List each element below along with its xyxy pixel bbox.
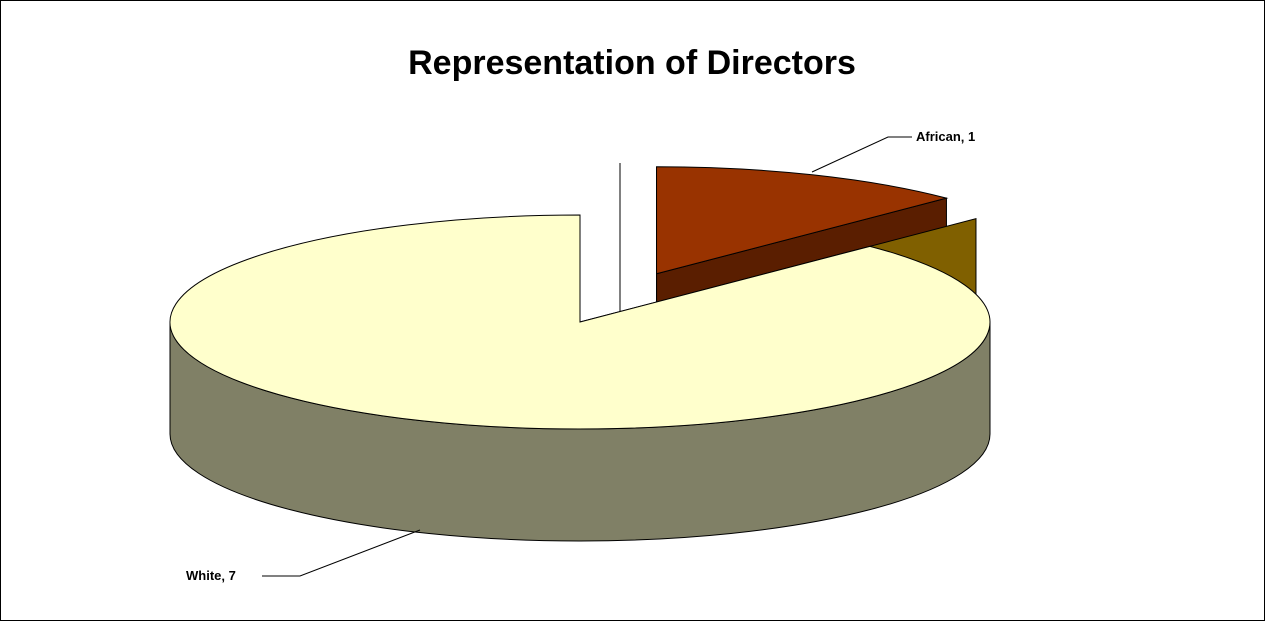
leader-line	[811, 136, 912, 173]
label-category: White	[186, 568, 221, 583]
data-label: African, 1	[916, 129, 975, 144]
chart-title: Representation of Directors	[408, 44, 856, 82]
pie	[169, 163, 991, 542]
label-value: 7	[229, 568, 236, 583]
label-category: African	[916, 129, 961, 144]
label-value: 1	[968, 129, 975, 144]
data-label: White, 7	[186, 568, 236, 583]
leader-line	[262, 529, 421, 577]
slice-top	[656, 166, 949, 275]
slice-top	[169, 214, 991, 430]
